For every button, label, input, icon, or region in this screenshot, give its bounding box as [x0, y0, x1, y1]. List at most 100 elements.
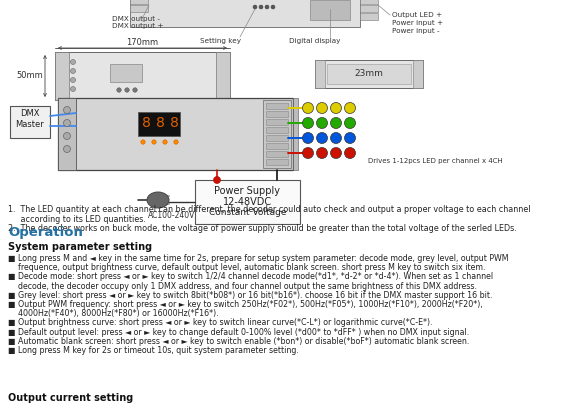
Text: Output current setting: Output current setting: [8, 393, 133, 403]
Circle shape: [213, 176, 220, 184]
Text: ■ Long press M and ◄ key in the same time for 2s, prepare for setup system param: ■ Long press M and ◄ key in the same tim…: [8, 254, 509, 263]
Circle shape: [302, 102, 313, 113]
Text: according to its LED quantities.: according to its LED quantities.: [8, 215, 146, 223]
Bar: [310, 0, 350, 20]
Circle shape: [174, 140, 178, 144]
Text: 50mm: 50mm: [16, 71, 43, 81]
Bar: [195, 180, 300, 224]
Text: ■ Automatic blank screen: short press ◄ or ► key to switch enable (*bon*) or dis: ■ Automatic blank screen: short press ◄ …: [8, 337, 469, 346]
Circle shape: [330, 147, 342, 158]
Bar: [360, 5, 378, 12]
Circle shape: [265, 5, 269, 9]
Circle shape: [64, 145, 71, 152]
Text: ■ Long press M key for 2s or timeout 10s, quit system parameter setting.: ■ Long press M key for 2s or timeout 10s…: [8, 346, 299, 355]
Bar: [327, 64, 411, 84]
Circle shape: [316, 147, 328, 158]
Text: Output LED +: Output LED +: [392, 12, 442, 18]
Bar: [360, 13, 378, 20]
Text: 4000Hz(*F40*), 8000Hz(*F80*) or 16000Hz(*F16*).: 4000Hz(*F40*), 8000Hz(*F80*) or 16000Hz(…: [8, 309, 219, 318]
Bar: [55, 52, 69, 100]
Bar: [360, 0, 378, 4]
Text: Setting key: Setting key: [199, 38, 240, 44]
Circle shape: [64, 107, 71, 113]
Circle shape: [64, 132, 71, 139]
Bar: [10, 106, 50, 138]
Bar: [266, 135, 288, 141]
Bar: [266, 127, 288, 133]
Bar: [58, 98, 293, 170]
Bar: [216, 52, 230, 100]
Circle shape: [302, 132, 313, 144]
Bar: [138, 112, 180, 136]
Circle shape: [259, 5, 263, 9]
Circle shape: [71, 87, 75, 92]
Circle shape: [71, 68, 75, 74]
Ellipse shape: [147, 192, 169, 208]
Bar: [266, 151, 288, 157]
Text: 170mm: 170mm: [126, 38, 159, 47]
Circle shape: [141, 140, 145, 144]
Circle shape: [271, 5, 275, 9]
Text: Digital display: Digital display: [289, 38, 340, 44]
Bar: [55, 52, 230, 100]
Text: AC100-240V: AC100-240V: [148, 211, 195, 220]
Text: Power input -: Power input -: [392, 28, 440, 34]
Text: 8: 8: [142, 116, 151, 130]
Text: frequence, output brightness curve, default output level, automatic blank screen: frequence, output brightness curve, defa…: [8, 263, 486, 272]
Circle shape: [330, 118, 342, 129]
Circle shape: [133, 88, 137, 92]
Circle shape: [152, 140, 156, 144]
Circle shape: [302, 147, 313, 158]
Text: 8: 8: [170, 116, 179, 130]
Circle shape: [71, 78, 75, 82]
Circle shape: [253, 5, 257, 9]
Circle shape: [316, 132, 328, 144]
Circle shape: [345, 118, 356, 129]
Circle shape: [330, 102, 342, 113]
Text: 2.  The decoder works on buck mode, the voltage of power supply should be greate: 2. The decoder works on buck mode, the v…: [8, 224, 517, 233]
Text: System parameter setting: System parameter setting: [8, 242, 152, 252]
Circle shape: [117, 88, 121, 92]
Text: ■ Output brightness curve: short press ◄ or ► key to switch linear curve(*C-L*) : ■ Output brightness curve: short press ◄…: [8, 318, 433, 328]
Bar: [266, 103, 288, 109]
Bar: [293, 98, 298, 170]
Bar: [58, 98, 76, 170]
Bar: [130, 0, 148, 4]
Text: 23mm: 23mm: [355, 69, 383, 79]
Circle shape: [163, 140, 167, 144]
Bar: [130, 5, 148, 12]
Text: decode, the decoder occupy only 1 DMX address, and four channel output the same : decode, the decoder occupy only 1 DMX ad…: [8, 281, 477, 291]
Circle shape: [316, 102, 328, 113]
Text: ■ Default output level: press ◄ or ► key to change default 0-100% level (*d00* t: ■ Default output level: press ◄ or ► key…: [8, 328, 469, 336]
Bar: [315, 60, 325, 88]
Text: ■ Grey level: short press ◄ or ► key to switch 8bit(*b08*) or 16 bit(*b16*). cho: ■ Grey level: short press ◄ or ► key to …: [8, 291, 493, 300]
Text: ■ Output PWM frequency: short press ◄ or ► key to switch 250Hz(*F02*), 500Hz(*F0: ■ Output PWM frequency: short press ◄ or…: [8, 300, 483, 309]
Circle shape: [330, 132, 342, 144]
Text: Operation: Operation: [8, 226, 83, 239]
Bar: [110, 64, 142, 82]
Circle shape: [316, 118, 328, 129]
Bar: [130, 0, 360, 27]
Bar: [266, 119, 288, 125]
Text: Constant Voltage: Constant Voltage: [209, 208, 286, 217]
Bar: [413, 60, 423, 88]
Text: 1.  The LED quantity at each channel can be different, the decoder could auto ch: 1. The LED quantity at each channel can …: [8, 205, 530, 214]
Text: DMX output +: DMX output +: [112, 23, 163, 29]
Circle shape: [345, 102, 356, 113]
Text: Power input +: Power input +: [392, 20, 443, 26]
Bar: [315, 60, 423, 88]
Bar: [266, 111, 288, 117]
Circle shape: [345, 147, 356, 158]
Circle shape: [345, 132, 356, 144]
Text: DMX output -: DMX output -: [112, 16, 160, 22]
Circle shape: [125, 88, 129, 92]
Text: 8: 8: [156, 116, 165, 130]
Circle shape: [71, 60, 75, 65]
Text: 12-48VDC: 12-48VDC: [223, 197, 272, 207]
Bar: [266, 159, 288, 165]
Circle shape: [302, 118, 313, 129]
Text: Power Supply: Power Supply: [215, 186, 280, 196]
Bar: [263, 100, 291, 168]
Text: DMX
Master: DMX Master: [16, 109, 44, 129]
Bar: [266, 143, 288, 149]
